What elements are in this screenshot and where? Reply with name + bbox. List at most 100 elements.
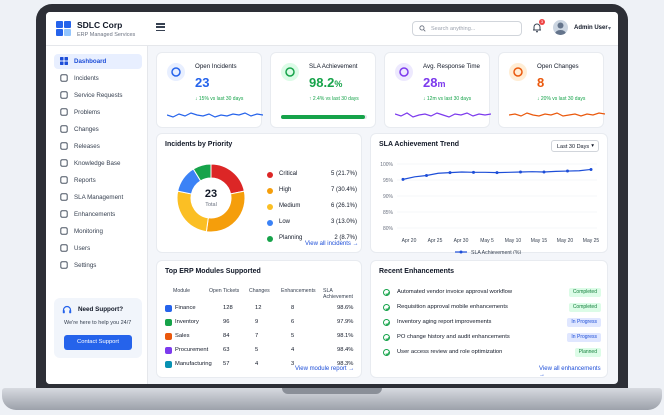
sidebar-item-problems[interactable]: Problems xyxy=(54,105,142,120)
view-module-report-link[interactable]: View module report → xyxy=(295,366,355,372)
cell-changes: 9 xyxy=(255,319,259,325)
check-circle-icon xyxy=(383,304,390,311)
enhancement-text: PO change history and audit enhancements xyxy=(397,334,510,340)
check-circle-icon xyxy=(383,289,390,296)
legend-dot xyxy=(267,172,273,178)
app-subtitle: ERP Managed Services xyxy=(77,32,136,38)
enhancements-card: Recent Enhancements Automated vendor inv… xyxy=(370,260,608,378)
status-badge: Planned xyxy=(574,348,601,357)
table-header: Enhancements xyxy=(281,288,316,294)
sidebar-item-enhancements[interactable]: Enhancements xyxy=(54,207,142,222)
sidebar-item-label: Releases xyxy=(74,143,100,150)
sla-point xyxy=(472,170,475,174)
kpi-number: 8 xyxy=(537,75,545,90)
date-range-select[interactable]: Last 30 Days ▾ xyxy=(551,140,599,152)
sla-point xyxy=(566,169,569,173)
kpi-trend-text: ↓ 15% vs last 30 days xyxy=(195,96,244,102)
table-header: SLA Achievement xyxy=(323,288,353,300)
kpi-title: SLA Achievement xyxy=(309,63,358,70)
incidents-priority-title: Incidents by Priority xyxy=(165,141,233,148)
cell-enh: 3 xyxy=(291,361,295,367)
cell-enh: 5 xyxy=(291,333,295,339)
kpi-trend: ↓ 12m vs last 30 days xyxy=(423,96,471,102)
legend-dot xyxy=(267,204,273,210)
table-row[interactable]: Manufacturing 57 4 3 98.3% xyxy=(157,359,363,371)
sidebar-item-incidents[interactable]: Incidents xyxy=(54,71,142,86)
sidebar-item-sla-management[interactable]: SLA Management xyxy=(54,190,142,205)
check-circle-icon xyxy=(383,319,390,326)
sparkline xyxy=(395,112,491,118)
table-row[interactable]: Procurement 63 5 4 98.4% xyxy=(157,345,363,357)
view-all-incidents-link[interactable]: View all incidents → xyxy=(305,241,359,247)
avatar[interactable] xyxy=(553,20,568,35)
y-tick-label: 95% xyxy=(383,178,394,184)
chevron-down-icon[interactable]: ▾ xyxy=(608,26,612,32)
cell-sla: 98.1% xyxy=(337,333,354,339)
kpi-number: 28 xyxy=(423,75,438,90)
donut-slice-planning xyxy=(192,163,212,182)
shield-check-icon xyxy=(281,63,299,81)
sparkline xyxy=(167,112,263,118)
kpi-card-avg-response-time[interactable]: Avg. Response Time 28m ↓ 12m vs last 30 da… xyxy=(384,52,491,128)
sla-series-line xyxy=(402,168,592,180)
cell-changes: 7 xyxy=(255,333,259,339)
search-input[interactable]: Search anything... xyxy=(412,21,522,36)
check-circle-icon xyxy=(383,334,390,341)
sidebar-item-users[interactable]: Users xyxy=(54,241,142,256)
legend-label: High xyxy=(279,187,292,193)
enhancement-text: Inventory aging report improvements xyxy=(397,319,492,325)
sidebar-item-reports[interactable]: Reports xyxy=(54,173,142,188)
kpi-trend: ↑ 2.4% vs last 30 days xyxy=(309,96,359,102)
kpi-trend-text: ↑ 2.4% vs last 30 days xyxy=(309,96,359,102)
list-item[interactable]: Inventory aging report improvements In Pr… xyxy=(371,317,609,329)
sidebar-item-releases[interactable]: Releases xyxy=(54,139,142,154)
list-item[interactable]: Automated vendor invoice approval workfl… xyxy=(371,287,609,299)
x-tick-label: Apr 30 xyxy=(454,238,469,244)
kpi-card-open-changes[interactable]: Open Changes 8 ↓ 20% vs last 30 days xyxy=(498,52,605,128)
swap-icon xyxy=(60,125,68,133)
legend-value: 7 (30.4%) xyxy=(330,187,357,193)
x-tick-label: Apr 25 xyxy=(428,238,443,244)
users-icon xyxy=(60,244,68,252)
table-row[interactable]: Finance 128 12 8 98.6% xyxy=(157,303,363,315)
legend-value: 2 (8.7%) xyxy=(334,235,357,241)
sla-point xyxy=(519,170,522,174)
search-icon xyxy=(419,25,426,32)
table-row[interactable]: Inventory 96 9 6 97.9% xyxy=(157,317,363,329)
enhancement-text: Requisition approval mobile enhancements xyxy=(397,304,508,310)
priority-legend-item: Planning 2 (8.7%) xyxy=(267,234,357,244)
legend-label: Medium xyxy=(279,203,301,209)
kpi-card-open-incidents[interactable]: Open Incidents 23 ↓ 15% vs last 30 days xyxy=(156,52,263,128)
sidebar-item-label: Dashboard xyxy=(74,58,107,65)
sidebar-item-service-requests[interactable]: Service Requests xyxy=(54,88,142,103)
contact-support-button[interactable]: Contact Support xyxy=(64,335,132,350)
menu-toggle-icon[interactable] xyxy=(156,23,165,31)
chevron-down-icon: ▾ xyxy=(591,143,594,149)
sla-progress-fill xyxy=(281,115,366,119)
kpi-card-sla-achievement[interactable]: SLA Achievement 98.2% ↑ 2.4% vs last 30 da… xyxy=(270,52,376,128)
list-item[interactable]: PO change history and audit enhancements… xyxy=(371,332,609,344)
kpi-trend-text: ↓ 12m vs last 30 days xyxy=(423,96,472,102)
sidebar-item-settings[interactable]: Settings xyxy=(54,258,142,273)
sla-point xyxy=(589,167,593,171)
enhancement-text: User access review and role optimization xyxy=(397,349,503,355)
enhancement-text: Automated vendor invoice approval workfl… xyxy=(397,289,513,295)
bell-icon[interactable] xyxy=(532,22,542,33)
user-name[interactable]: Admin User xyxy=(574,25,608,31)
y-tick-label: 80% xyxy=(383,226,394,232)
x-tick-label: May 15 xyxy=(531,238,548,244)
status-badge: Completed xyxy=(568,303,601,312)
sidebar-item-changes[interactable]: Changes xyxy=(54,122,142,137)
list-item[interactable]: User access review and role optimization… xyxy=(371,347,609,359)
laptop-base xyxy=(2,388,662,410)
view-all-enhancements-link[interactable]: View all enhancements → xyxy=(539,366,601,378)
rocket-icon xyxy=(60,142,68,150)
list-item[interactable]: Requisition approval mobile enhancements… xyxy=(371,302,609,314)
sla-point xyxy=(425,174,428,178)
sidebar-item-monitoring[interactable]: Monitoring xyxy=(54,224,142,239)
table-row[interactable]: Sales 84 7 5 98.1% xyxy=(157,331,363,343)
cell-tickets: 57 xyxy=(223,361,230,367)
table-header: Module xyxy=(173,288,191,294)
sidebar-item-dashboard[interactable]: Dashboard xyxy=(54,54,142,69)
sidebar-item-knowledge-base[interactable]: Knowledge Base xyxy=(54,156,142,171)
